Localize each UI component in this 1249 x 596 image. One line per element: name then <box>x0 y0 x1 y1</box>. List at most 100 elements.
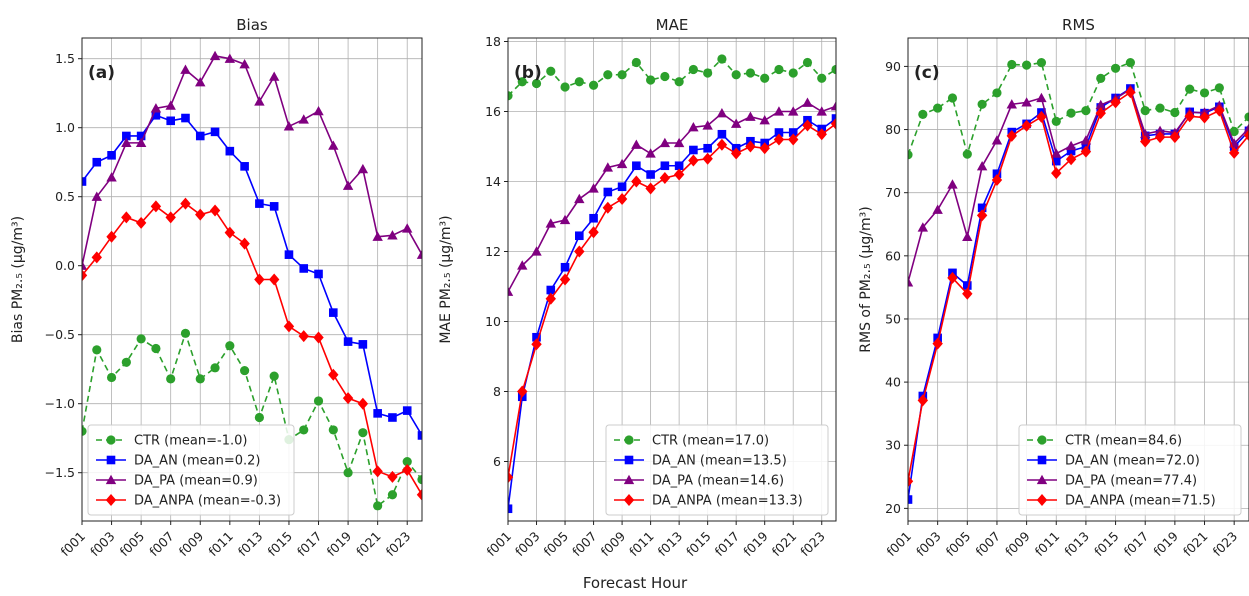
data-point <box>254 96 265 106</box>
legend-entry: CTR (mean=84.6) <box>1027 434 1182 449</box>
data-point <box>92 157 102 167</box>
y-tick-label: 0.0 <box>55 258 75 273</box>
data-point <box>531 246 542 256</box>
data-point <box>688 122 699 132</box>
data-point <box>121 211 132 224</box>
x-axis: f001f003f005f007f009f011f013f015f017f019… <box>484 521 828 559</box>
data-point <box>343 468 353 478</box>
data-point <box>1065 140 1077 151</box>
data-point <box>357 397 369 410</box>
data-point <box>588 183 599 193</box>
data-point <box>91 251 102 264</box>
y-axis-label: MAE PM₂.₅ (µg/m³) <box>438 215 454 343</box>
data-point <box>546 66 556 76</box>
x-tick-label: f011 <box>1032 529 1063 560</box>
x-tick-label: f013 <box>655 529 686 560</box>
data-point <box>788 106 799 116</box>
data-point <box>373 409 382 418</box>
data-point <box>106 230 117 243</box>
data-point <box>372 465 383 478</box>
data-point <box>224 53 236 63</box>
data-point <box>268 273 280 286</box>
series-ctr <box>82 328 422 511</box>
data-point <box>560 262 570 272</box>
x-tick-label: f009 <box>1002 528 1033 559</box>
x-tick-label: f021 <box>1180 529 1211 560</box>
data-point <box>92 345 102 355</box>
data-point <box>106 372 117 383</box>
data-point <box>166 374 176 384</box>
data-point <box>631 139 642 149</box>
data-point <box>560 82 570 92</box>
data-point <box>802 57 813 68</box>
legend-label: DA_PA (mean=0.9) <box>134 474 258 489</box>
data-point <box>283 121 295 131</box>
data-point <box>816 106 827 116</box>
data-point <box>328 425 338 435</box>
data-point <box>963 281 972 290</box>
data-point <box>962 287 973 300</box>
data-point <box>1214 83 1224 93</box>
legend-entry: CTR (mean=17.0) <box>614 434 769 449</box>
data-point <box>517 77 527 87</box>
data-point <box>962 231 973 242</box>
y-tick-label: 14 <box>485 174 501 189</box>
x-tick-label: f007 <box>569 529 600 560</box>
data-point <box>947 179 958 189</box>
y-tick-label: 80 <box>885 122 901 137</box>
data-point <box>1243 129 1249 142</box>
data-point <box>181 113 190 123</box>
data-point <box>1140 135 1151 148</box>
data-point <box>372 231 383 241</box>
legend: CTR (mean=84.6) DA_AN (mean=72.0) DA_PA (m… <box>1018 424 1242 516</box>
data-point <box>165 100 176 110</box>
data-point <box>545 292 556 305</box>
data-point <box>1185 84 1195 94</box>
data-point <box>240 162 249 171</box>
data-point <box>107 151 116 160</box>
data-point <box>602 162 614 172</box>
data-point <box>328 368 339 381</box>
legend-marker <box>1036 474 1048 485</box>
data-point <box>673 137 685 148</box>
data-point <box>417 475 422 485</box>
data-point <box>759 115 770 125</box>
data-point <box>240 365 250 376</box>
data-point <box>976 209 988 222</box>
x-axis-label: Forecast Hour <box>583 574 688 592</box>
data-point <box>151 110 161 120</box>
data-point <box>659 137 671 148</box>
y-tick-label: 18 <box>485 34 501 49</box>
data-point <box>991 135 1003 145</box>
data-point <box>402 406 412 415</box>
series-line <box>82 330 422 508</box>
data-point <box>1110 63 1121 73</box>
data-point <box>224 226 236 239</box>
series-line <box>508 57 836 97</box>
panel-title: RMS <box>1062 16 1095 34</box>
data-point <box>830 117 836 130</box>
data-point <box>602 201 614 214</box>
y-tick-label: 16 <box>485 104 501 119</box>
legend-label: DA_PA (mean=77.4) <box>1065 474 1197 489</box>
data-point <box>574 77 584 87</box>
data-point <box>689 145 698 155</box>
data-point <box>517 385 528 398</box>
data-point <box>508 91 513 101</box>
data-point <box>1022 60 1032 70</box>
data-point <box>531 78 542 89</box>
data-point <box>269 371 279 381</box>
panel-title: MAE <box>656 16 689 34</box>
legend-entry: DA_ANPA (mean=71.5) <box>1027 494 1216 509</box>
data-point <box>659 172 671 184</box>
data-point <box>517 260 528 270</box>
data-point <box>962 149 972 159</box>
data-point <box>342 180 354 190</box>
data-point <box>745 111 756 121</box>
data-point <box>1228 146 1240 159</box>
data-point <box>313 396 324 406</box>
data-point <box>976 160 988 171</box>
data-point <box>388 413 397 422</box>
data-point <box>947 271 958 284</box>
x-tick-label: f015 <box>683 529 714 560</box>
